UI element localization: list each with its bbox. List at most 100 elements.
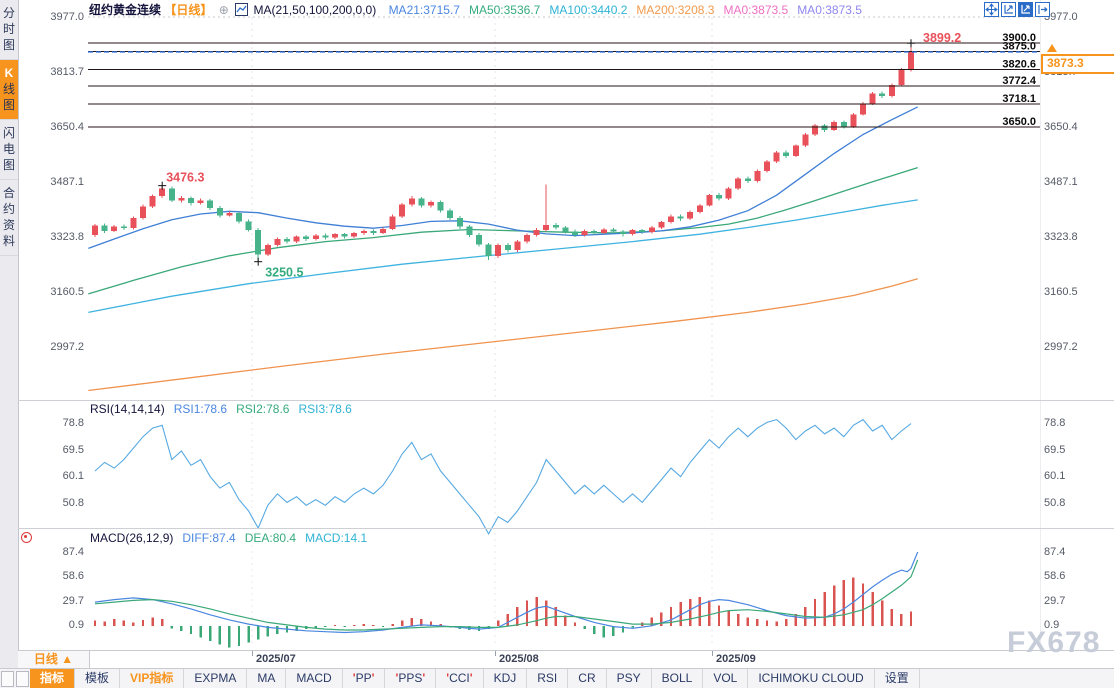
pop-out-icon[interactable]	[1035, 2, 1050, 17]
toolbar-square-icon[interactable]	[16, 671, 29, 687]
candle[interactable]	[716, 195, 722, 199]
candle[interactable]	[293, 236, 300, 242]
toolbar-item-指标[interactable]: 指标	[30, 669, 76, 688]
candle[interactable]	[341, 234, 348, 237]
candle[interactable]	[380, 228, 386, 233]
candle[interactable]	[812, 125, 818, 135]
candle[interactable]	[360, 230, 367, 234]
candle[interactable]	[783, 152, 790, 156]
candle[interactable]	[754, 170, 761, 182]
candle[interactable]	[197, 200, 204, 203]
candle[interactable]	[332, 234, 338, 238]
toolbar-item-PSY[interactable]: PSY	[607, 669, 652, 688]
toolbar-item-CCI[interactable]: CCI	[436, 669, 484, 688]
candle[interactable]	[476, 234, 482, 245]
candle[interactable]	[245, 221, 252, 230]
candle[interactable]	[418, 198, 425, 206]
candle[interactable]	[773, 152, 780, 162]
candle[interactable]	[648, 227, 655, 233]
candle[interactable]	[744, 178, 751, 182]
period-selector[interactable]: 日线 ▲	[18, 651, 90, 668]
candle[interactable]	[168, 188, 175, 201]
candle[interactable]	[543, 224, 550, 230]
candle[interactable]	[495, 245, 502, 256]
candle[interactable]	[274, 238, 281, 246]
candle[interactable]	[92, 225, 98, 235]
axis-scale-icon[interactable]	[1018, 2, 1033, 17]
candle[interactable]	[456, 218, 463, 227]
toolbar-item-PPS[interactable]: PPS	[385, 669, 437, 688]
link-icon[interactable]: ⊕	[218, 3, 229, 17]
candle[interactable]	[447, 210, 454, 219]
candle[interactable]	[696, 205, 703, 213]
toolbar-item-PP[interactable]: PP	[343, 669, 386, 688]
candle[interactable]	[312, 235, 319, 239]
candle[interactable]	[898, 69, 905, 86]
toolbar-item-设置[interactable]: 设置	[875, 669, 920, 688]
candle[interactable]	[888, 85, 895, 97]
toolbar-item-EXPMA[interactable]: EXPMA	[184, 669, 248, 688]
candle[interactable]	[207, 200, 214, 208]
candle[interactable]	[764, 161, 770, 171]
sidebar-tab-合约资料[interactable]: 合约资料	[0, 180, 18, 256]
candle[interactable]	[408, 198, 415, 205]
candle[interactable]	[149, 196, 156, 207]
candle[interactable]	[226, 213, 233, 216]
candle[interactable]	[533, 229, 540, 235]
toolbar-item-ICHIMOKU CLOUD[interactable]: ICHIMOKU CLOUD	[748, 669, 875, 688]
candle[interactable]	[188, 197, 194, 203]
candle[interactable]	[101, 225, 108, 231]
candle[interactable]	[178, 197, 185, 201]
candle[interactable]	[236, 213, 242, 222]
candle[interactable]	[437, 201, 444, 211]
toolbar-item-MACD[interactable]: MACD	[286, 669, 343, 688]
candle[interactable]	[370, 230, 377, 233]
candle[interactable]	[840, 122, 847, 127]
candle[interactable]	[658, 222, 665, 228]
candle[interactable]	[792, 145, 799, 156]
candle[interactable]	[389, 216, 396, 229]
candle[interactable]	[504, 245, 511, 251]
candle[interactable]	[879, 93, 886, 97]
toolbar-item-VOL[interactable]: VOL	[703, 669, 749, 688]
candle[interactable]	[466, 226, 473, 235]
candle[interactable]	[303, 236, 310, 239]
candle[interactable]	[860, 103, 866, 115]
candle[interactable]	[821, 125, 828, 130]
candle[interactable]	[850, 114, 857, 127]
macd-chart[interactable]	[88, 528, 1040, 649]
toolbar-item-CR[interactable]: CR	[568, 669, 607, 688]
toolbar-item-模板[interactable]: 模板	[75, 669, 121, 688]
candle[interactable]	[735, 178, 742, 189]
candle[interactable]	[610, 229, 617, 232]
candle[interactable]	[687, 212, 694, 219]
candle[interactable]	[159, 188, 166, 197]
candle[interactable]	[399, 204, 406, 217]
sidebar-tab-分时图[interactable]: 分时图	[0, 0, 18, 60]
candle[interactable]	[351, 233, 358, 237]
candle[interactable]	[668, 216, 674, 223]
candle[interactable]	[216, 207, 223, 216]
candle[interactable]	[111, 226, 118, 231]
hot-marker-icon[interactable]	[21, 532, 32, 543]
candle[interactable]	[706, 195, 713, 206]
candle[interactable]	[869, 93, 876, 104]
candle[interactable]	[802, 134, 809, 146]
candle[interactable]	[725, 188, 732, 199]
candle[interactable]	[572, 231, 578, 235]
candle[interactable]	[581, 230, 588, 235]
candle[interactable]	[524, 234, 530, 242]
candle[interactable]	[677, 216, 684, 219]
candle[interactable]	[639, 230, 646, 233]
toolbar-item-BOLL[interactable]: BOLL	[652, 669, 704, 688]
toolbar-item-MA[interactable]: MA	[247, 669, 287, 688]
candle[interactable]	[629, 230, 636, 235]
rsi-chart[interactable]	[88, 405, 1040, 536]
candle[interactable]	[120, 226, 127, 229]
candle[interactable]	[562, 227, 569, 232]
candle[interactable]	[255, 229, 262, 255]
toolbar-item-VIP指标[interactable]: VIP指标	[120, 669, 185, 688]
candle[interactable]	[140, 206, 146, 219]
candle[interactable]	[620, 231, 626, 235]
candle[interactable]	[322, 235, 329, 238]
